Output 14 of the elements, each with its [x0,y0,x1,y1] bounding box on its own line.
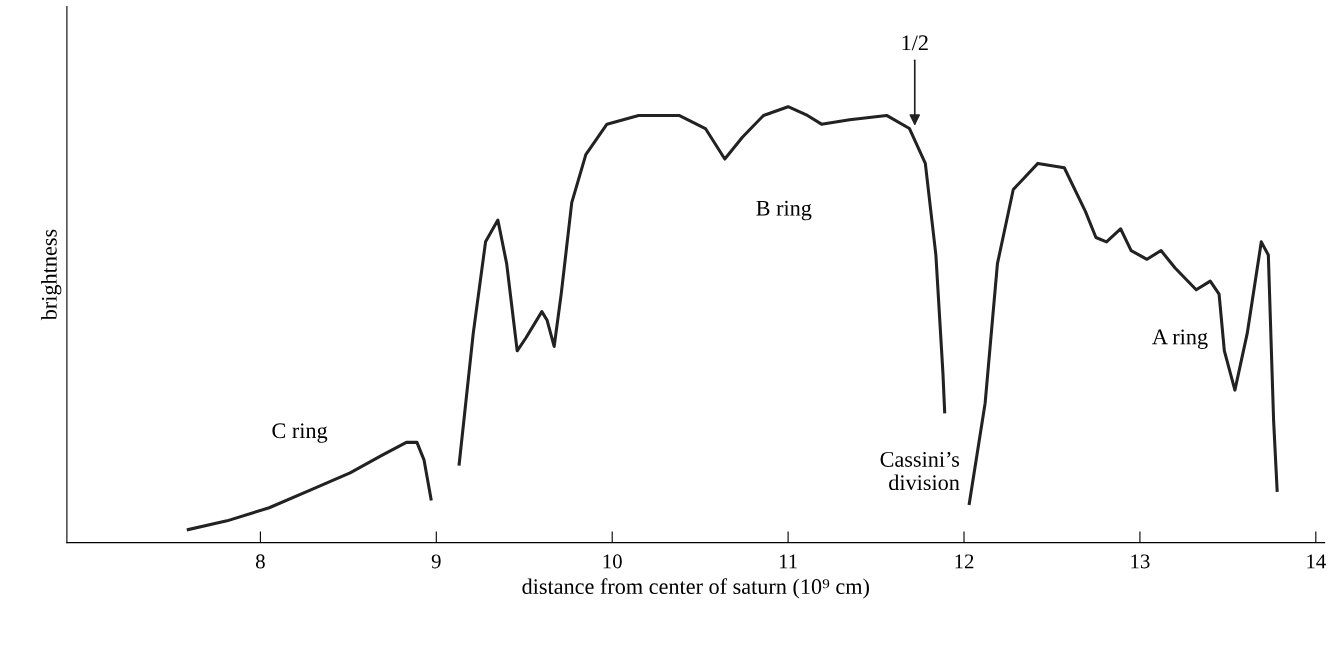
x-tick-label: 11 [779,554,797,569]
x-tick-label: 12 [955,554,974,569]
x-tick-label: 10 [603,554,622,569]
x-tick-label: 14 [1307,554,1326,569]
annotation: B ring [756,200,812,221]
x-tick-label: 13 [1131,554,1150,569]
annotation: Cassini’s division [880,451,960,491]
x-tick-label: 8 [255,554,265,569]
annotation: A ring [1152,329,1208,349]
y-axis-title: brightness [41,229,62,321]
annotation: 1/2 [902,35,928,51]
x-axis-title: distance from center of saturn (10⁹ cm) [522,578,869,599]
annotation: C ring [272,423,328,443]
x-tick-label: 9 [431,554,441,569]
